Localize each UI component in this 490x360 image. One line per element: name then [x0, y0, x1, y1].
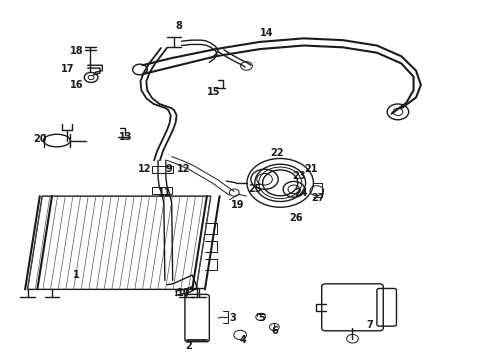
Text: 16: 16 [70, 80, 83, 90]
Text: 10: 10 [177, 288, 191, 298]
Text: 23: 23 [292, 171, 305, 181]
Text: 3: 3 [229, 313, 236, 323]
Text: 20: 20 [33, 134, 47, 144]
Text: 26: 26 [290, 213, 303, 222]
Text: 21: 21 [304, 164, 318, 174]
Text: 8: 8 [175, 21, 182, 31]
Text: 11: 11 [158, 188, 171, 198]
Text: 13: 13 [119, 132, 132, 142]
Text: 24: 24 [294, 188, 308, 198]
Text: 27: 27 [312, 193, 325, 203]
Text: 22: 22 [270, 148, 284, 158]
Text: 19: 19 [231, 200, 245, 210]
Text: 17: 17 [61, 64, 75, 74]
Text: 2: 2 [185, 341, 192, 351]
Text: 1: 1 [73, 270, 80, 280]
Text: 15: 15 [206, 87, 220, 97]
Text: 18: 18 [70, 46, 83, 56]
Text: 9: 9 [166, 164, 172, 174]
Text: 4: 4 [239, 334, 246, 345]
Text: 14: 14 [260, 28, 274, 38]
Text: 7: 7 [366, 320, 373, 330]
Text: 5: 5 [259, 313, 266, 323]
Text: 6: 6 [271, 325, 278, 336]
Text: 12: 12 [177, 164, 191, 174]
Text: 25: 25 [248, 184, 262, 194]
Text: 12: 12 [138, 164, 151, 174]
